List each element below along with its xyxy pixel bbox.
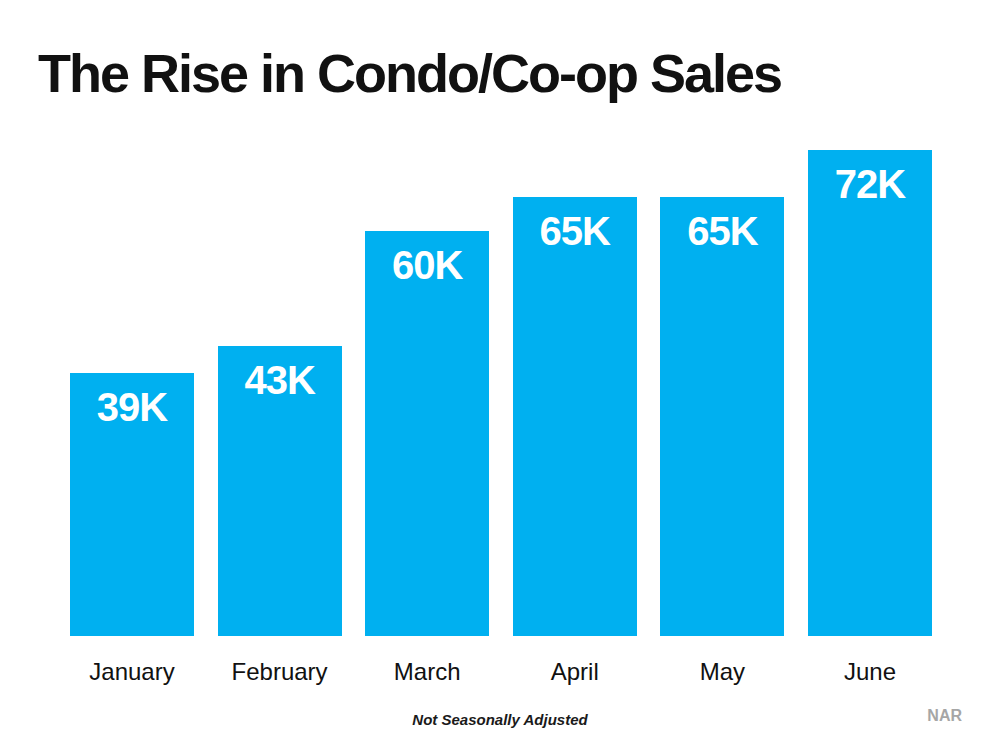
bar-january: 39K <box>70 373 194 636</box>
bar-value-label-january: 39K <box>97 385 167 430</box>
footnote-text: Not Seasonally Adjusted <box>0 711 1000 728</box>
chart-title: The Rise in Condo/Co-op Sales <box>38 42 781 104</box>
bar-value-label-march: 60K <box>392 243 462 288</box>
bar-value-label-june: 72K <box>835 162 905 207</box>
x-axis-label-january: January <box>70 658 194 686</box>
bar-may: 65K <box>660 197 784 636</box>
bar-april: 65K <box>513 197 637 636</box>
x-axis-labels: January February March April May June <box>70 658 932 686</box>
bar-chart-plot-area: 39K 43K 60K 65K 65K 72K <box>70 150 932 636</box>
source-attribution: NAR <box>927 707 962 725</box>
x-axis-label-april: April <box>513 658 637 686</box>
bar-value-label-may: 65K <box>687 209 757 254</box>
bar-value-label-april: 65K <box>540 209 610 254</box>
x-axis-label-february: February <box>218 658 342 686</box>
x-axis-label-june: June <box>808 658 932 686</box>
bar-june: 72K <box>808 150 932 636</box>
x-axis-label-may: May <box>660 658 784 686</box>
bar-february: 43K <box>218 346 342 636</box>
x-axis-label-march: March <box>365 658 489 686</box>
bar-march: 60K <box>365 231 489 636</box>
bar-value-label-february: 43K <box>244 358 314 403</box>
